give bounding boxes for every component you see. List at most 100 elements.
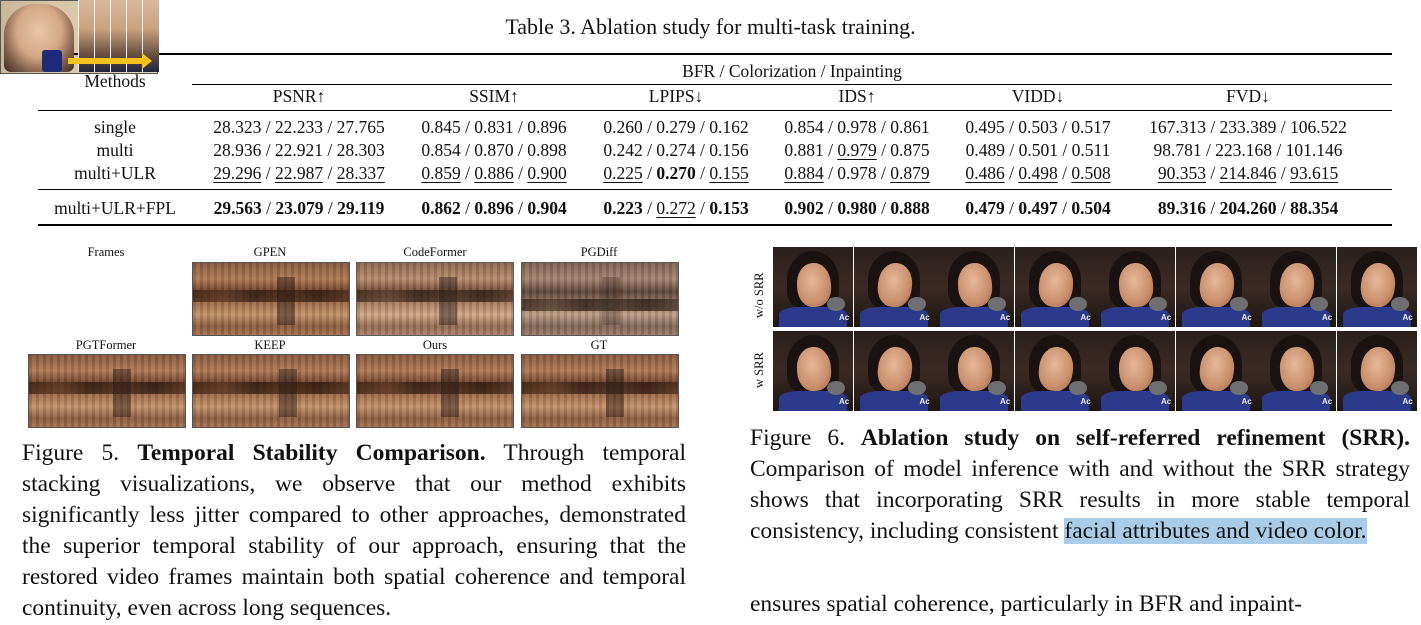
metric-cell: 28.323 / 22.233 / 27.765 <box>213 117 385 137</box>
frame-without-srr: Ac <box>934 247 1014 327</box>
metric-cell: 167.313 / 233.389 / 106.522 <box>1149 117 1347 137</box>
frame-with-srr: Ac <box>934 331 1014 411</box>
method-cell: multi <box>96 140 134 160</box>
frame-with-srr: Ac <box>773 331 853 411</box>
pgtformer-strip <box>28 354 186 428</box>
frame-tag: Ac <box>1000 313 1011 322</box>
frame-tag: Ac <box>1080 397 1091 406</box>
panel-label: CodeFormer <box>403 245 467 259</box>
metric-cell: 90.353 / 214.846 / 93.615 <box>1157 163 1339 183</box>
metric-cell: 89.316 / 204.260 / 88.354 <box>1157 198 1339 218</box>
gpen-strip <box>192 262 350 336</box>
methods-header: Methods <box>84 71 146 91</box>
figure-5-prefix: Figure 5. <box>22 440 120 466</box>
frame-with-srr: Ac <box>1256 331 1336 411</box>
figure-6-highlight[interactable]: facial attributes and video color. <box>1064 518 1367 544</box>
column-header: IDS↑ <box>838 86 876 106</box>
metric-cell: 0.495 / 0.503 / 0.517 <box>965 117 1111 137</box>
metric-cell: 98.781 / 223.168 / 101.146 <box>1153 140 1343 160</box>
frame-tag: Ac <box>1161 397 1172 406</box>
frame-tag: Ac <box>919 397 930 406</box>
panel-label: PGTFormer <box>75 338 137 352</box>
frame-tag: Ac <box>1322 397 1333 406</box>
frame-without-srr: Ac <box>1336 247 1417 327</box>
frame-tag: Ac <box>919 313 930 322</box>
metric-cell: 0.479 / 0.497 / 0.504 <box>965 198 1111 218</box>
frame-tag: Ac <box>1322 313 1333 322</box>
frame-tag: Ac <box>1000 397 1011 406</box>
panel-label: GT <box>590 338 608 352</box>
figure-6-prefix: Figure 6. <box>750 425 845 451</box>
method-cell: multi+ULR <box>74 163 156 183</box>
table-top-rule <box>38 53 1392 55</box>
metric-cell: 29.296 / 22.987 / 28.337 <box>213 163 385 183</box>
ours-strip <box>356 354 514 428</box>
metric-cell: 0.845 / 0.831 / 0.896 <box>421 117 567 137</box>
frame-with-srr: Ac <box>1095 331 1175 411</box>
frame-tag: Ac <box>1241 313 1252 322</box>
table-bottom-rule <box>38 224 1392 226</box>
frame-without-srr: Ac <box>853 247 934 327</box>
body-text-line: ensures spatial coherence, particularly … <box>750 591 1303 617</box>
figure-6-caption: Figure 6. Ablation study on self-referre… <box>750 423 1410 547</box>
panel-label: Frames <box>87 245 125 259</box>
frame-with-srr: Ac <box>1175 331 1256 411</box>
metric-cell: 0.854 / 0.978 / 0.861 <box>784 117 930 137</box>
frame-with-srr: Ac <box>1336 331 1417 411</box>
figure-5-title: Temporal Stability Comparison. <box>137 440 486 466</box>
frame-tag: Ac <box>1402 313 1413 322</box>
metric-cell: 0.225 / 0.270 / 0.155 <box>603 163 749 183</box>
table-header-rule <box>38 110 1392 111</box>
column-header: VIDD↓ <box>1011 86 1065 106</box>
frame-without-srr: Ac <box>1256 247 1336 327</box>
frame-without-srr: Ac <box>1014 247 1095 327</box>
metric-cell: 0.854 / 0.870 / 0.898 <box>421 140 567 160</box>
metric-cell: 0.902 / 0.980 / 0.888 <box>784 198 930 218</box>
metric-cell: 0.859 / 0.886 / 0.900 <box>421 163 567 183</box>
metric-cell: 0.260 / 0.279 / 0.162 <box>603 117 749 137</box>
metric-cell: 29.563 / 23.079 / 29.119 <box>213 198 385 218</box>
metric-cell: 0.489 / 0.501 / 0.511 <box>965 140 1111 160</box>
gt-strip <box>521 354 679 428</box>
metric-cell: 28.936 / 22.921 / 28.303 <box>213 140 385 160</box>
frame-with-srr: Ac <box>853 331 934 411</box>
panel-label: GPEN <box>253 245 287 259</box>
table-caption: Table 3. Ablation study for multi-task t… <box>505 14 916 39</box>
column-header: FVD↓ <box>1226 86 1270 106</box>
column-header: PSNR↑ <box>272 86 326 106</box>
figure-5-caption: Figure 5. Temporal Stability Comparison.… <box>22 438 686 624</box>
metric-cell: 0.242 / 0.274 / 0.156 <box>603 140 749 160</box>
frame-without-srr: Ac <box>773 247 853 327</box>
row-label-with-srr: w SRR <box>752 352 766 388</box>
metric-cell: 0.884 / 0.978 / 0.879 <box>784 163 930 183</box>
column-header: SSIM↑ <box>469 86 519 106</box>
frame-with-srr: Ac <box>1014 331 1095 411</box>
codeformer-strip <box>356 262 514 336</box>
frames-image <box>0 0 159 74</box>
row-label-without-srr: w/o SRR <box>752 272 766 318</box>
frame-without-srr: Ac <box>1095 247 1175 327</box>
frame-tag: Ac <box>1161 313 1172 322</box>
figure-6-body: Comparison of model inference with and w… <box>750 456 1410 544</box>
group-header: BFR / Colorization / Inpainting <box>682 61 902 81</box>
frame-tag: Ac <box>1241 397 1252 406</box>
table-group-rule <box>192 84 1392 85</box>
method-cell: single <box>94 117 136 137</box>
column-header: LPIPS↓ <box>648 86 704 106</box>
frame-without-srr: Ac <box>1175 247 1256 327</box>
keep-strip <box>192 354 350 428</box>
metric-cell: 0.223 / 0.272 / 0.153 <box>603 198 749 218</box>
metric-cell: 0.862 / 0.896 / 0.904 <box>421 198 567 218</box>
table-mid-rule <box>38 189 1392 190</box>
frame-tag: Ac <box>1402 397 1413 406</box>
metric-cell: 0.881 / 0.979 / 0.875 <box>784 140 930 160</box>
figure-5: Frames GPEN CodeFormer PGDiff PGTFormer KEEP O… <box>0 0 1421 428</box>
method-cell: multi+ULR+FPL <box>54 198 176 218</box>
panel-label: Ours <box>422 338 448 352</box>
panel-label: PGDiff <box>580 245 618 259</box>
frame-tag: Ac <box>839 397 850 406</box>
frame-tag: Ac <box>839 313 850 322</box>
panel-label: KEEP <box>254 338 286 352</box>
figure-6-title: Ablation study on self-referred refineme… <box>860 425 1411 451</box>
figure-5-body: Through temporal stacking visualizations… <box>22 440 686 621</box>
